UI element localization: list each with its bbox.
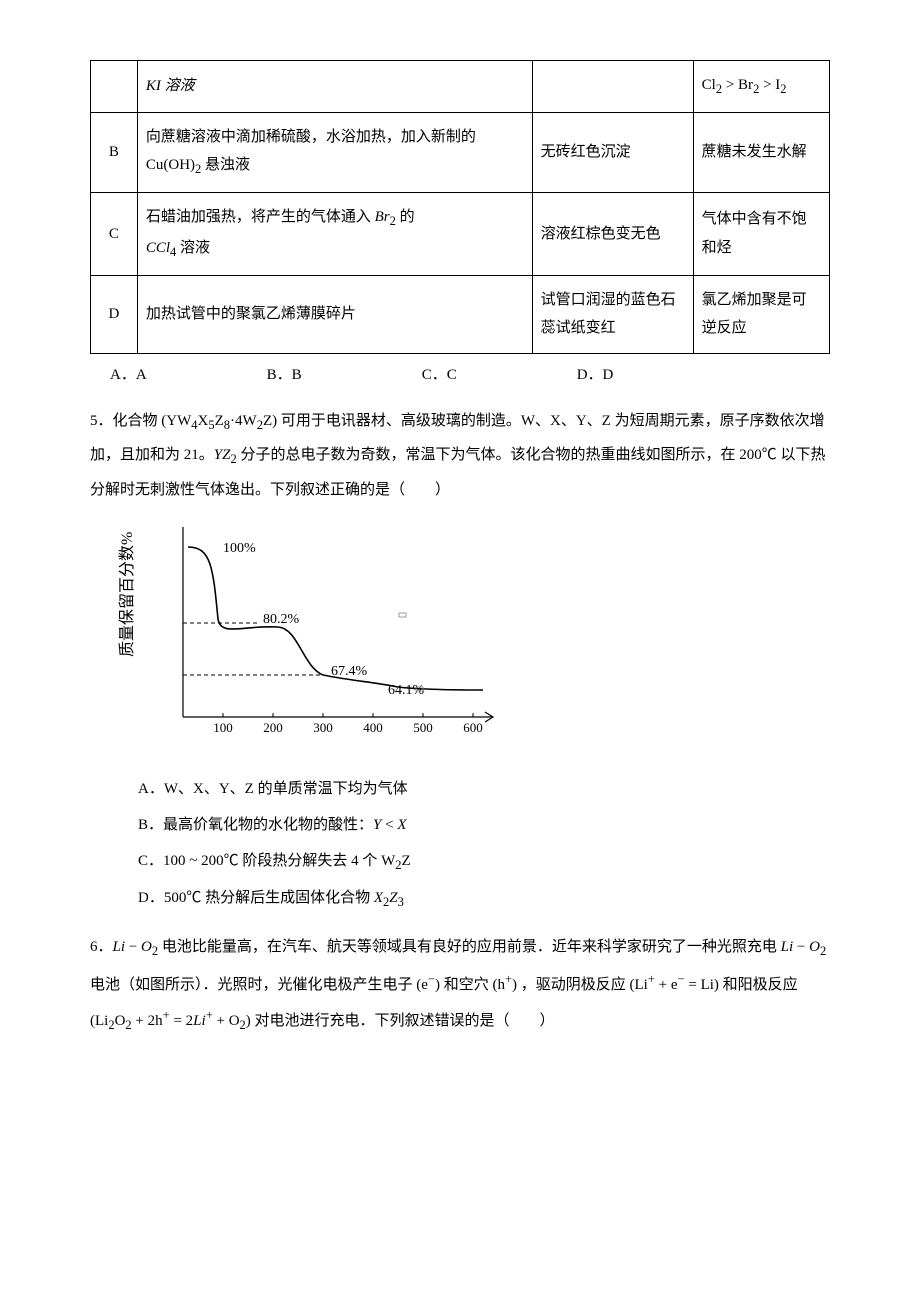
option-d: D．500℃ 热分解后生成固体化合物 X2Z3 — [138, 880, 830, 917]
cell-observation: 溶液红棕色变无色 — [532, 193, 693, 276]
row-label: C — [91, 193, 138, 276]
table-row: D 加热试管中的聚氯乙烯薄膜碎片 试管口润湿的蓝色石蕊试纸变红 氯乙烯加聚是可逆… — [91, 275, 830, 353]
cell-procedure: 石蜡油加强热，将产生的气体通入 Br2 的CCl4 溶液 — [137, 193, 532, 276]
cell-observation: 无砖红色沉淀 — [532, 112, 693, 192]
svg-text:500: 500 — [413, 720, 433, 735]
cell-observation — [532, 61, 693, 113]
row-label: D — [91, 275, 138, 353]
table-row: C 石蜡油加强热，将产生的气体通入 Br2 的CCl4 溶液 溶液红棕色变无色 … — [91, 193, 830, 276]
svg-text:400: 400 — [363, 720, 383, 735]
experiment-table: KI 溶液 Cl2 > Br2 > I2 B 向蔗糖溶液中滴加稀硫酸，水浴加热，… — [90, 60, 830, 354]
option-a: A．A — [110, 362, 147, 389]
q5-number: 5． — [90, 413, 113, 429]
option-a: A．W、X、Y、Z 的单质常温下均为气体 — [138, 771, 830, 807]
svg-text:64.1%: 64.1% — [388, 683, 425, 698]
q6-text: 6．Li − O2 电池比能量高，在汽车、航天等领域具有良好的应用前景．近年来科… — [90, 931, 830, 1039]
svg-text:600: 600 — [463, 720, 483, 735]
x-ticks-group: 100 200 300 400 500 600 — [213, 713, 483, 735]
option-b: B．最高价氧化物的水化物的酸性：Y < X — [138, 807, 830, 843]
y-axis-label: 质量保留百分数% — [118, 531, 136, 656]
option-b: B．B — [267, 362, 302, 389]
table-row: B 向蔗糖溶液中滴加稀硫酸，水浴加热，加入新制的 Cu(OH)2 悬浊液 无砖红… — [91, 112, 830, 192]
y-marks-group: 100% 80.2% 67.4% 64.1% — [183, 541, 425, 698]
option-c: C．100 ~ 200℃ 阶段热分解失去 4 个 W2Z — [138, 843, 830, 880]
cell-procedure: 加热试管中的聚氯乙烯薄膜碎片 — [137, 275, 532, 353]
cell-procedure: KI 溶液 — [137, 61, 532, 113]
tga-chart: 质量保留百分数% 100 200 300 400 500 600 100% 80… — [118, 517, 830, 758]
svg-text:100: 100 — [213, 720, 233, 735]
svg-text:80.2%: 80.2% — [263, 612, 300, 627]
cell-procedure: 向蔗糖溶液中滴加稀硫酸，水浴加热，加入新制的 Cu(OH)2 悬浊液 — [137, 112, 532, 192]
cell-observation: 试管口润湿的蓝色石蕊试纸变红 — [532, 275, 693, 353]
option-d: D．D — [577, 362, 614, 389]
table-row: KI 溶液 Cl2 > Br2 > I2 — [91, 61, 830, 113]
cell-conclusion: 气体中含有不饱和烃 — [693, 193, 829, 276]
svg-text:100%: 100% — [223, 541, 256, 556]
option-c: C．C — [422, 362, 457, 389]
cell-conclusion: 蔗糖未发生水解 — [693, 112, 829, 192]
cell-conclusion: 氯乙烯加聚是可逆反应 — [693, 275, 829, 353]
marker-icon — [399, 613, 406, 617]
svg-text:300: 300 — [313, 720, 333, 735]
q5-options: A．W、X、Y、Z 的单质常温下均为气体 B．最高价氧化物的水化物的酸性：Y <… — [90, 771, 830, 917]
row-label — [91, 61, 138, 113]
q5-text: 5．化合物 (YW4X5Z8·4W2Z) 可用于电讯器材、高级玻璃的制造。W、X… — [90, 405, 830, 507]
row-label: B — [91, 112, 138, 192]
q6-number: 6． — [90, 939, 113, 955]
q4-options: A．A B．B C．C D．D — [90, 362, 830, 389]
cell-conclusion: Cl2 > Br2 > I2 — [693, 61, 829, 113]
svg-text:200: 200 — [263, 720, 283, 735]
